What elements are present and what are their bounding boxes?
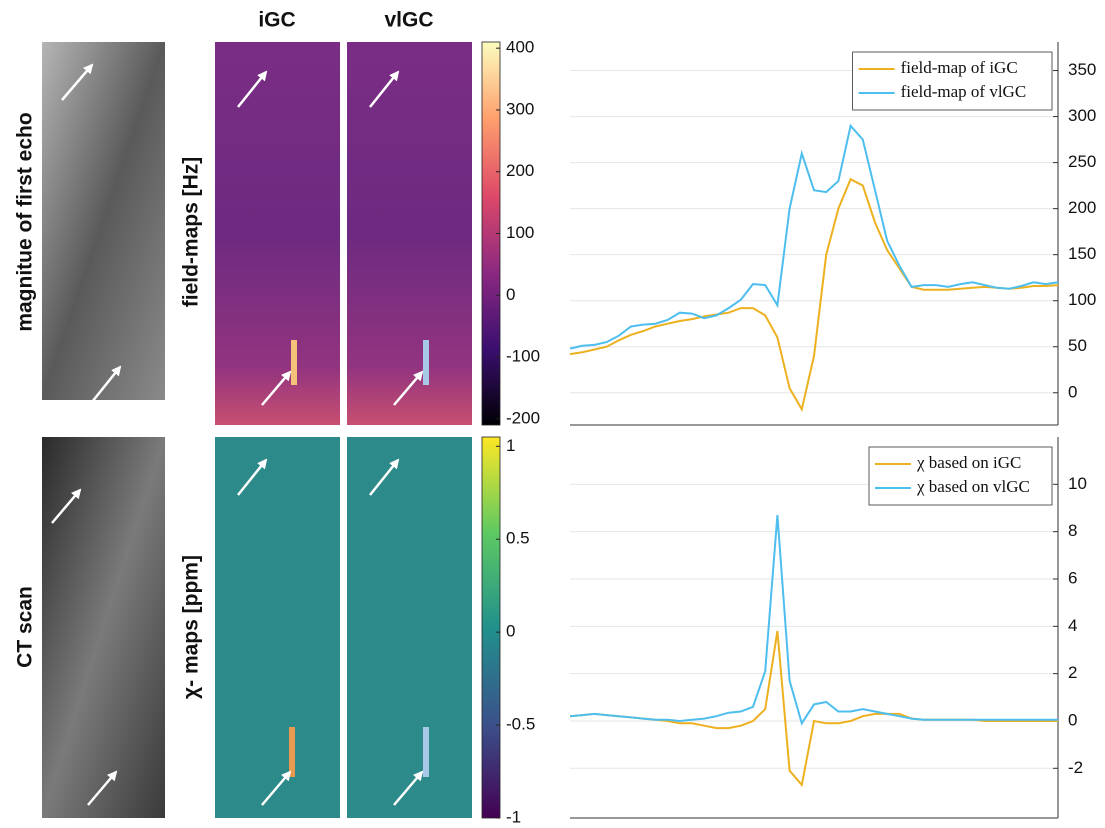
chi-map-igc [215,437,340,818]
colorbar-tick-label: 0 [506,285,515,304]
y-tick-label: 10 [1068,474,1087,493]
series-line [569,515,1058,726]
y-tick-label: 100 [1068,290,1096,309]
colorbar-tick-label: 0.5 [506,529,530,548]
field-map-vlgc [347,42,472,425]
field-map-igc [215,42,340,425]
legend-box [868,446,1053,506]
mri-image [42,42,165,400]
colorbar-tick-label: 200 [506,161,534,180]
colorbar [481,436,501,819]
needle [289,727,295,777]
y-tick-label: 200 [1068,198,1096,217]
colorbar-tick-label: 300 [506,99,534,118]
colorbar-tick-label: 1 [506,436,515,455]
column-title: iGC [258,9,295,32]
y-tick-label: 6 [1068,568,1077,587]
y-tick-label: 50 [1068,336,1087,355]
y-tick-label: 0 [1068,382,1077,401]
legend-label: χ based on vlGC [916,477,1030,496]
series-line [569,123,1059,350]
colorbar-tick-label: -100 [506,347,540,366]
colorbar-tick-label: -0.5 [506,715,535,734]
arrows [51,63,424,806]
legend-label: χ based on iGC [916,453,1021,472]
series-line [569,177,1059,413]
legend-label: field-map of vlGC [901,82,1027,101]
y-tick-label: 300 [1068,106,1096,125]
y-tick-label: -2 [1068,758,1083,777]
map-label: χ- maps [ppm] [180,555,203,699]
colorbar-tick-label: -1 [506,807,521,826]
y-tick-label: 2 [1068,663,1077,682]
needle [291,340,297,385]
y-tick-label: 0 [1068,710,1077,729]
colorbar-tick-label: 400 [506,38,534,57]
row-label: magnitue of first echo [14,112,37,331]
y-tick-label: 250 [1068,152,1096,171]
colorbar-tick-label: -200 [506,408,540,427]
row-label: CT scan [14,586,37,668]
needle [423,727,429,777]
colorbar-tick-label: 100 [506,223,534,242]
needle [423,340,429,385]
map-label: field-maps [Hz] [180,157,203,308]
y-tick-label: 4 [1068,616,1077,635]
y-tick-label: 150 [1068,244,1096,263]
y-tick-label: 350 [1068,60,1096,79]
ct-image [42,437,165,818]
legend-label: field-map of iGC [901,58,1018,77]
chi-map-vlgc [347,437,472,818]
column-title: vlGC [384,9,433,32]
legend-box [852,51,1053,111]
y-tick-label: 8 [1068,521,1077,540]
series-line [569,630,1058,788]
colorbar-tick-label: 0 [506,622,515,641]
